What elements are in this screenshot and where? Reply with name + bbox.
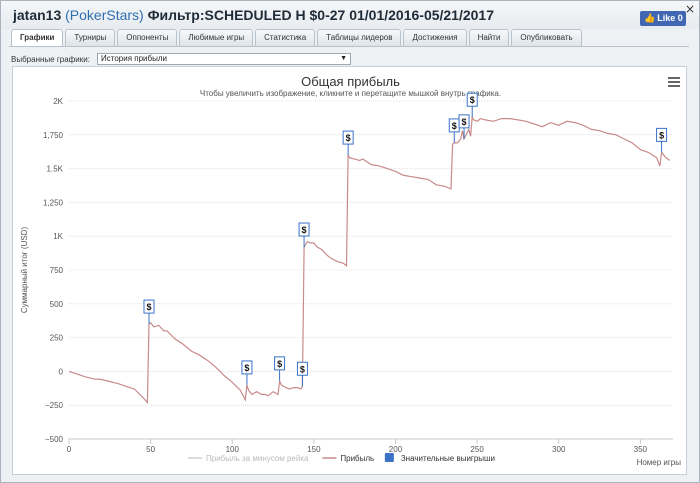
chart-selector-value: История прибыли [101, 54, 167, 63]
chart-selector[interactable]: История прибыли ▼ [97, 53, 351, 65]
y-tick-label: 1,250 [43, 198, 64, 207]
y-tick-label: 0 [59, 367, 64, 376]
x-axis-label: Номер игры [637, 458, 682, 467]
tab-8[interactable]: Найти [468, 29, 510, 46]
tab-4[interactable]: Любимые игры [179, 29, 254, 46]
legend-item-label[interactable]: Значительные выигрыши [401, 454, 495, 463]
big-win-flag [274, 356, 286, 371]
tab-3[interactable]: Оппоненты [117, 29, 178, 46]
big-win-flag [458, 114, 470, 129]
y-tick-label: 500 [50, 300, 64, 309]
y-tick-label: 750 [50, 266, 64, 275]
x-tick-label: 0 [67, 445, 72, 454]
big-win-flag [298, 222, 310, 237]
y-tick-label: −500 [45, 435, 64, 444]
big-win-flag [296, 361, 308, 376]
y-tick-label: −250 [45, 401, 64, 410]
x-tick-label: 350 [634, 445, 648, 454]
big-win-flag-label: $ [346, 133, 351, 143]
chart-selector-label: Выбранные графики: [11, 55, 90, 64]
chart-menu-icon[interactable] [668, 77, 680, 87]
y-tick-label: 1K [53, 232, 63, 241]
x-tick-label: 150 [307, 445, 321, 454]
like-label: Like 0 [657, 13, 683, 23]
tab-7[interactable]: Достижения [403, 29, 467, 46]
thumbs-up-icon: 👍 [644, 13, 656, 23]
legend-item-label[interactable]: Прибыль за минусом рейка [206, 454, 309, 463]
y-tick-label: 2K [53, 97, 63, 106]
y-tick-label: 1.5K [47, 165, 64, 174]
big-win-flag-label: $ [462, 117, 467, 127]
dropdown-arrow-icon: ▼ [340, 55, 347, 62]
legend-swatch [384, 453, 394, 462]
player-name: jatan13 [13, 7, 62, 23]
close-icon[interactable]: × [684, 2, 695, 16]
series-line-profit [68, 115, 671, 405]
tab-2[interactable]: Турниры [65, 29, 116, 46]
x-tick-label: 250 [470, 445, 484, 454]
big-win-flag [342, 130, 354, 145]
big-win-flag [466, 92, 478, 107]
tab-9[interactable]: Опубликовать [511, 29, 582, 46]
big-win-flag-label: $ [302, 225, 307, 235]
x-tick-label: 100 [226, 445, 240, 454]
like-button[interactable]: 👍 Like 0 [640, 11, 686, 26]
chart-subtitle: Чтобы увеличить изображение, кликните и … [199, 89, 502, 98]
tab-6[interactable]: Таблицы лидеров [317, 29, 402, 46]
x-tick-label: 50 [146, 445, 155, 454]
big-win-flag-label: $ [277, 359, 282, 369]
x-tick-label: 200 [389, 445, 403, 454]
big-win-flag-label: $ [244, 363, 249, 373]
big-win-flag-label: $ [452, 121, 457, 131]
big-win-flag [656, 127, 668, 142]
big-win-flag-label: $ [300, 364, 305, 374]
chart-panel[interactable]: Общая прибыль Чтобы увеличить изображени… [12, 66, 687, 475]
y-tick-label: 250 [50, 334, 64, 343]
big-win-flag-label: $ [146, 302, 151, 312]
chart-title: Общая прибыль [301, 74, 400, 89]
window-title: jatan13 (PokerStars) Фильтр:SCHEDULED H … [13, 7, 494, 23]
tab-1[interactable]: Графики [11, 29, 64, 46]
x-tick-label: 300 [552, 445, 566, 454]
tab-divider [9, 46, 689, 47]
y-axis-label: Суммарный итог (USD) [20, 227, 29, 314]
tab-5[interactable]: Статистика [255, 29, 316, 46]
big-win-flag [143, 299, 155, 314]
legend-item-label[interactable]: Прибыль [340, 454, 374, 463]
y-tick-label: 1,750 [43, 131, 64, 140]
title-bar: jatan13 (PokerStars) Фильтр:SCHEDULED H … [1, 1, 699, 29]
filter-text: Фильтр:SCHEDULED H $0-27 01/01/2016-05/2… [147, 7, 495, 23]
profit-chart[interactable]: −500 −250 0 250 500 750 1K 1,250 1.5K 1,750 2K 0 50 1… [13, 67, 688, 476]
big-win-flag-label: $ [659, 130, 664, 140]
big-win-flag [241, 360, 253, 375]
tab-bar: Графики Турниры Оппоненты Любимые игры Стати… [11, 29, 582, 46]
big-win-flag-label: $ [470, 95, 475, 105]
site-name: (PokerStars) [65, 7, 144, 23]
